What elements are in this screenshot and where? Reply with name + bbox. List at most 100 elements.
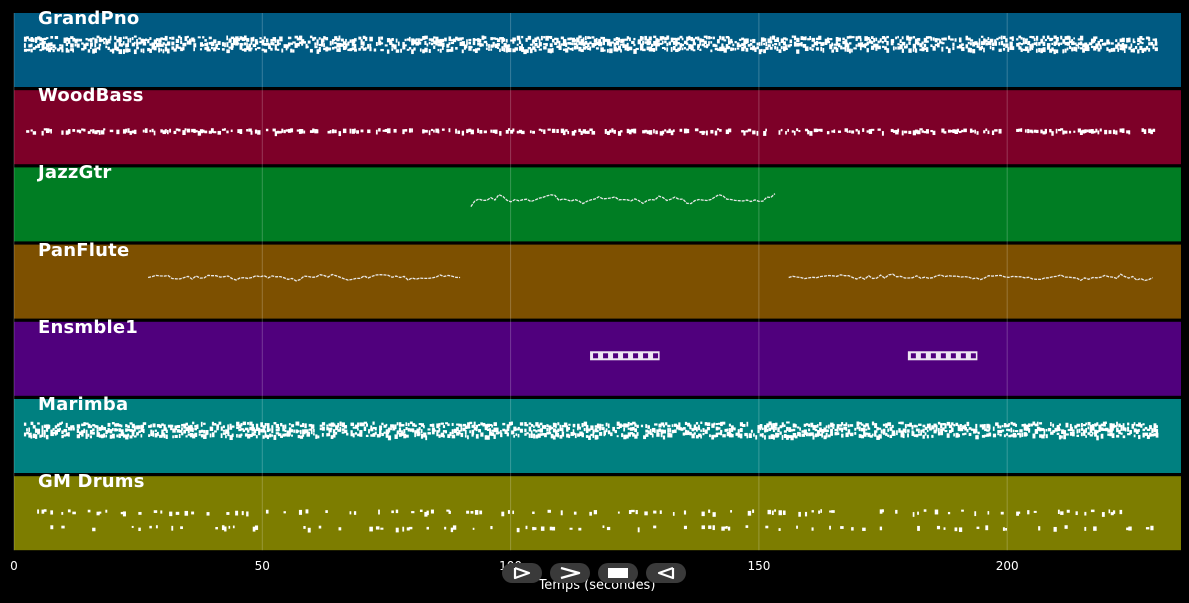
note (351, 47, 355, 51)
note (648, 130, 653, 135)
note (116, 129, 120, 135)
note (837, 43, 841, 48)
note (987, 41, 991, 46)
note (358, 36, 362, 40)
note (111, 48, 115, 54)
note (903, 45, 908, 49)
note (436, 432, 439, 437)
note (87, 131, 91, 134)
note (785, 44, 787, 50)
note (510, 39, 514, 42)
note (349, 128, 352, 134)
note (800, 42, 803, 47)
note (683, 510, 687, 515)
note (965, 44, 969, 49)
note (78, 431, 83, 436)
note (142, 48, 145, 54)
note (391, 37, 394, 41)
rewind-button[interactable] (646, 563, 686, 583)
note (461, 37, 464, 40)
note (569, 48, 573, 51)
note (72, 427, 75, 431)
note (1077, 46, 1080, 49)
note (1137, 49, 1140, 54)
note (818, 41, 822, 44)
note (72, 48, 74, 53)
note (778, 130, 781, 135)
note (726, 428, 729, 432)
note (330, 422, 335, 427)
play-button[interactable] (502, 563, 542, 583)
note (306, 429, 309, 434)
note (438, 427, 441, 432)
note (766, 428, 769, 432)
note (507, 128, 511, 131)
note (904, 429, 907, 434)
note (220, 426, 223, 431)
note (980, 41, 984, 46)
note (499, 48, 501, 53)
note (111, 433, 115, 439)
note (471, 424, 475, 428)
note (222, 425, 225, 429)
note (752, 509, 755, 513)
note (891, 433, 895, 436)
note (1123, 44, 1128, 49)
forward-button[interactable] (550, 563, 590, 583)
note (989, 45, 992, 50)
note (935, 425, 938, 429)
note (318, 525, 322, 529)
note (490, 129, 493, 133)
note (704, 429, 708, 434)
note (474, 38, 479, 41)
note (170, 426, 173, 431)
note (136, 42, 139, 47)
note (193, 47, 195, 52)
note (237, 129, 240, 134)
note (149, 48, 152, 53)
note (623, 427, 626, 432)
note (147, 39, 150, 44)
note (867, 425, 870, 430)
note (810, 422, 814, 428)
note (851, 36, 855, 39)
note (389, 39, 393, 42)
note (232, 37, 237, 43)
note (41, 38, 44, 43)
note (1073, 46, 1076, 52)
note (765, 46, 769, 50)
note (692, 49, 696, 52)
note (811, 37, 816, 42)
note (902, 433, 905, 439)
note (1031, 47, 1034, 50)
note (609, 41, 612, 47)
note (213, 39, 217, 44)
note (295, 429, 299, 434)
note (258, 427, 261, 433)
note (516, 35, 521, 41)
note (458, 430, 461, 435)
note (404, 129, 408, 132)
note (1100, 427, 1104, 431)
note (437, 43, 441, 47)
note (349, 48, 353, 52)
note (680, 428, 684, 431)
note (943, 527, 946, 530)
note (781, 422, 784, 428)
note (579, 426, 581, 430)
note (840, 45, 843, 50)
note (309, 130, 314, 133)
stop-button[interactable] (598, 563, 638, 583)
note (138, 425, 141, 429)
note (846, 47, 849, 52)
note (761, 427, 764, 431)
note (595, 47, 599, 50)
note (28, 38, 31, 42)
note (140, 424, 145, 429)
note (538, 42, 542, 47)
note (1134, 45, 1138, 50)
note (698, 427, 701, 431)
note (1150, 41, 1154, 46)
note (793, 41, 797, 47)
note (98, 426, 102, 431)
